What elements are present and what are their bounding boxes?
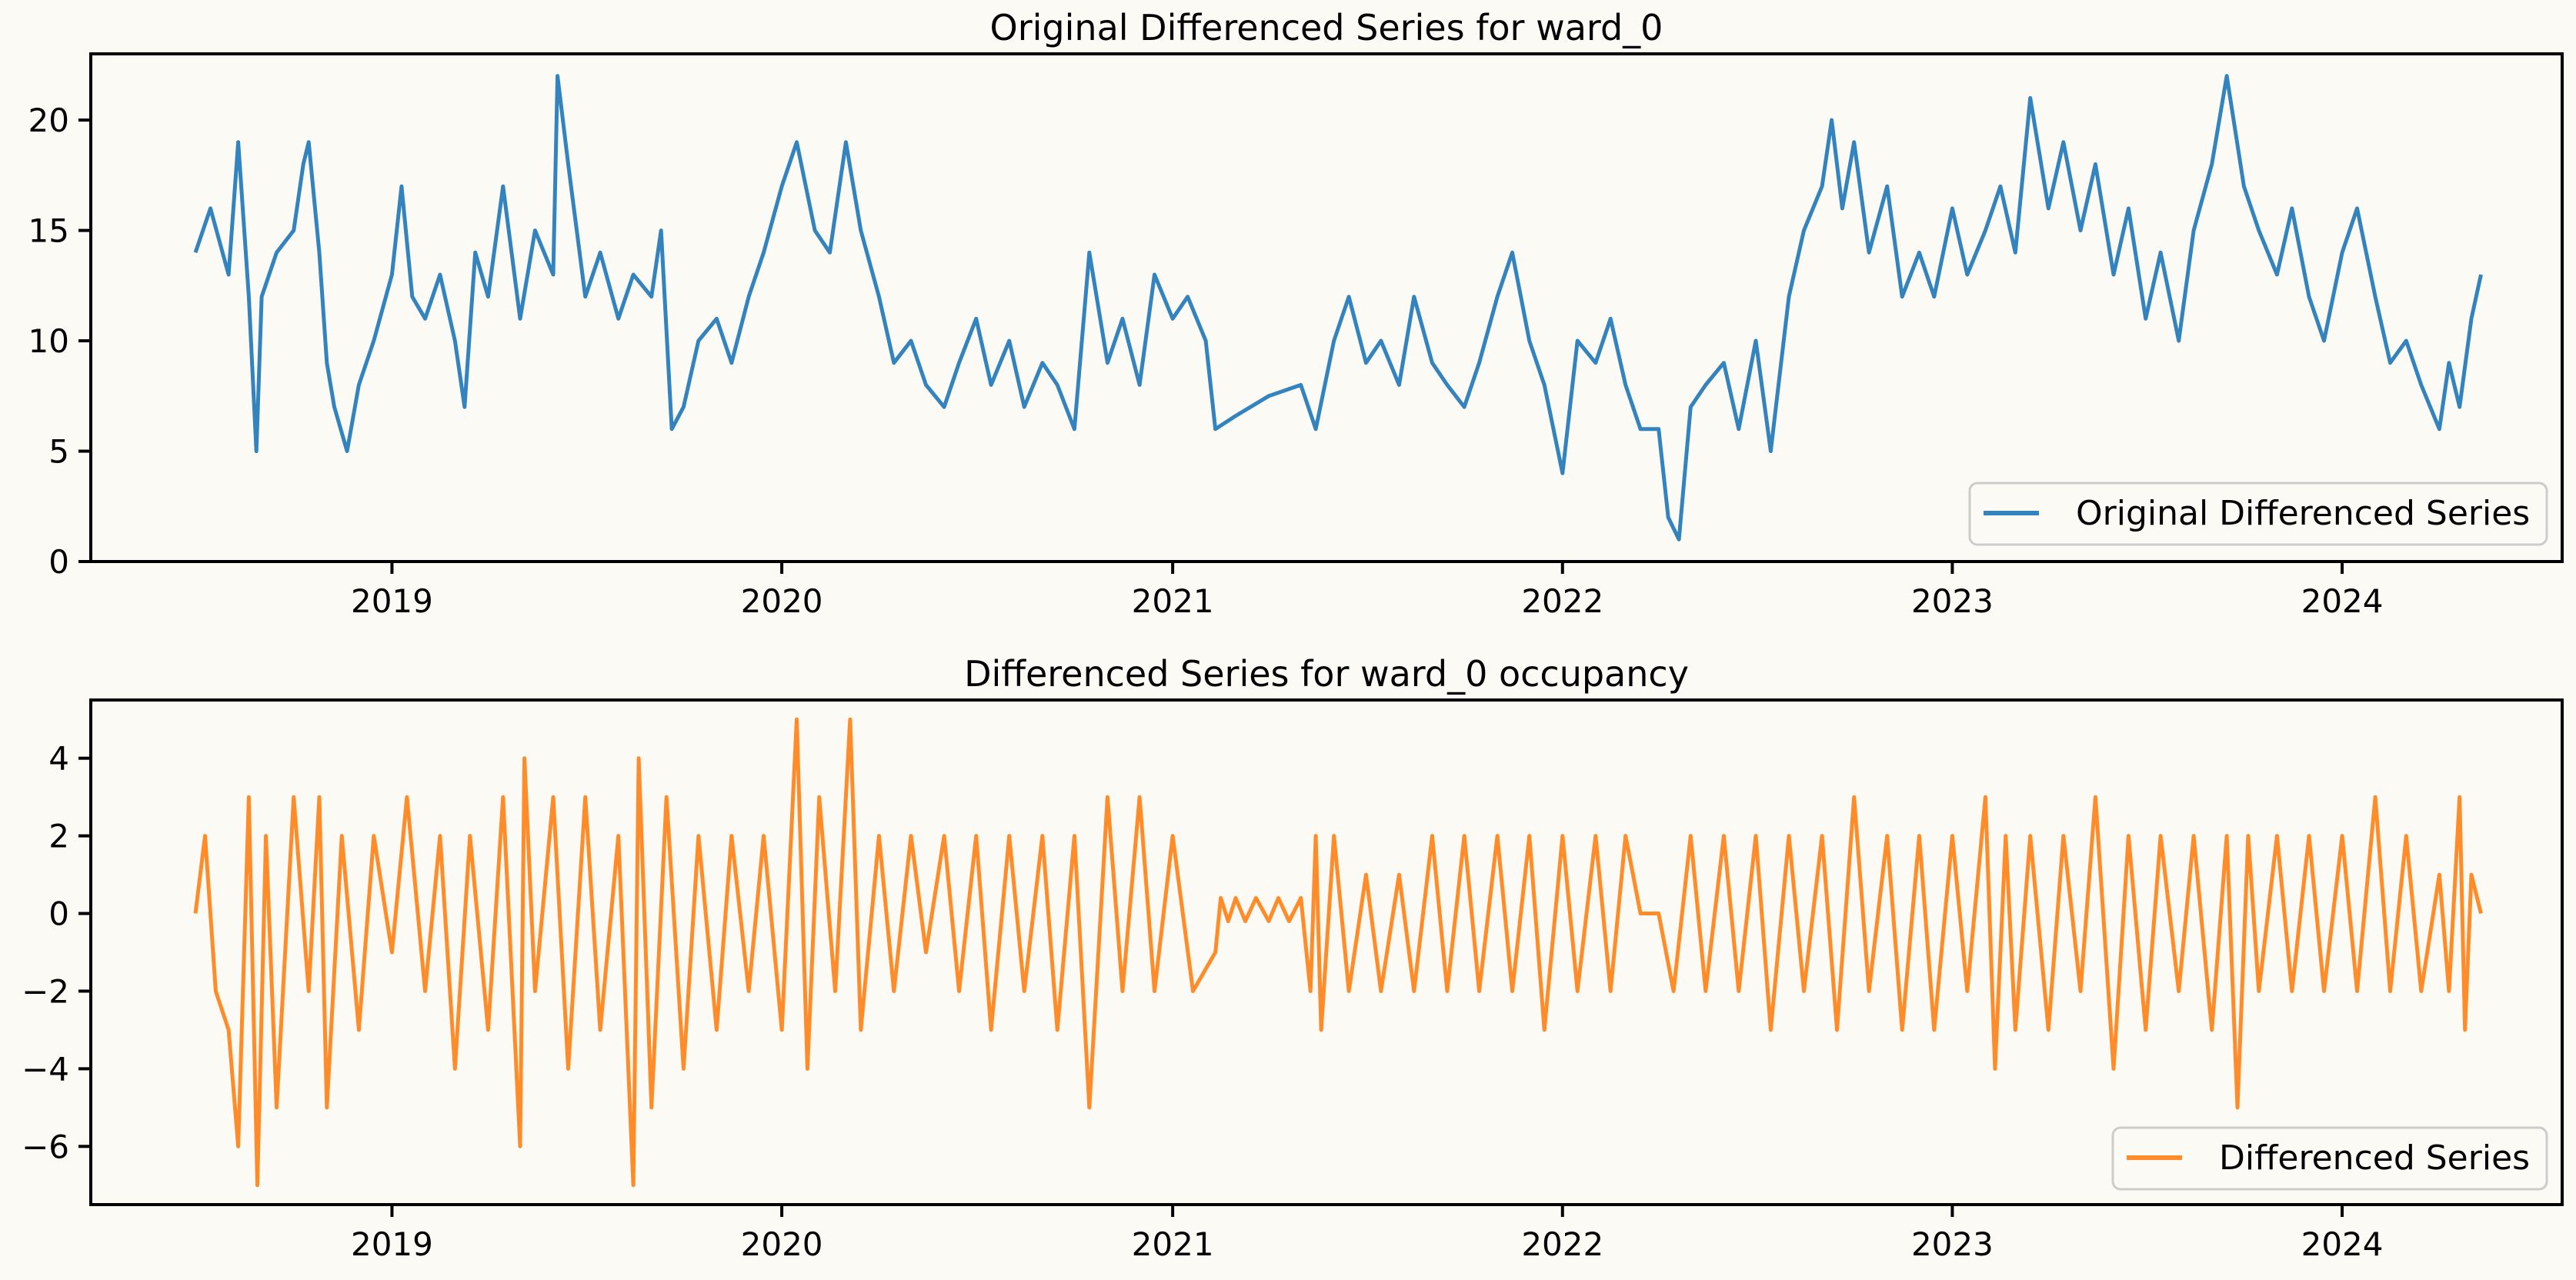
x-tick-label-top: 2020 <box>741 582 823 620</box>
x-tick-label-bottom: 2021 <box>1132 1225 1214 1263</box>
plot-area-top <box>91 54 2562 562</box>
x-tick-label-bottom: 2023 <box>1911 1225 1994 1263</box>
x-tick-label-top: 2019 <box>351 582 433 620</box>
y-tick-label-top: 15 <box>28 212 69 250</box>
y-tick-label-top: 0 <box>48 543 69 581</box>
x-axis-bottom: 2019 2020 2021 2022 2023 2024 <box>351 1205 2384 1263</box>
y-tick-label-bottom: 2 <box>48 818 69 855</box>
x-tick-label-top: 2023 <box>1911 582 1994 620</box>
x-tick-label-top: 2022 <box>1521 582 1603 620</box>
x-tick-label-bottom: 2019 <box>351 1225 433 1263</box>
x-tick-label-bottom: 2022 <box>1521 1225 1603 1263</box>
y-tick-label-bottom: −6 <box>22 1128 69 1165</box>
plot-frame-bottom <box>89 698 2564 1206</box>
chart-title-top: Original Differenced Series for ward_0 <box>990 7 1663 48</box>
legend-box-top <box>1968 482 2548 546</box>
y-tick-label-bottom: −4 <box>22 1050 69 1088</box>
y-tick-label-bottom: 0 <box>48 895 69 933</box>
y-tick-label-bottom: −2 <box>22 972 69 1010</box>
series-line-bottom-0 <box>193 717 2483 1188</box>
x-tick-label-bottom: 2024 <box>2301 1225 2384 1263</box>
series-line-top-0 <box>193 74 2483 542</box>
series-line-group-top <box>193 74 2483 542</box>
series-line-group-bottom <box>193 717 2483 1188</box>
legend-bottom: Differenced Series <box>2111 1126 2548 1191</box>
x-tick-label-top: 2021 <box>1132 582 1214 620</box>
y-tick-label-top: 5 <box>48 433 69 471</box>
x-axis-top: 2019 2020 2021 2022 2023 2024 <box>351 562 2384 620</box>
x-tick-label-bottom: 2020 <box>741 1225 823 1263</box>
y-tick-label-bottom: 4 <box>48 740 69 778</box>
chart-panel-bottom: Differenced Series for ward_0 occupancy … <box>22 653 2564 1263</box>
y-axis-top: 0 5 10 15 20 <box>28 102 91 581</box>
plot-frame-top <box>89 52 2564 563</box>
y-tick-label-top: 10 <box>28 322 69 360</box>
legend-top: Original Differenced Series <box>1968 482 2548 546</box>
legend-label-bottom: Differenced Series <box>2219 1138 2530 1178</box>
legend-label-top: Original Differenced Series <box>2076 494 2530 533</box>
legend-box-bottom <box>2111 1126 2548 1191</box>
chart-panel-top: Original Differenced Series for ward_0 0… <box>28 7 2564 620</box>
chart-title-bottom: Differenced Series for ward_0 occupancy <box>964 653 1689 695</box>
x-tick-label-top: 2024 <box>2301 582 2384 620</box>
y-axis-bottom: −6 −4 −2 0 2 4 <box>22 740 91 1165</box>
y-tick-label-top: 20 <box>28 102 69 139</box>
